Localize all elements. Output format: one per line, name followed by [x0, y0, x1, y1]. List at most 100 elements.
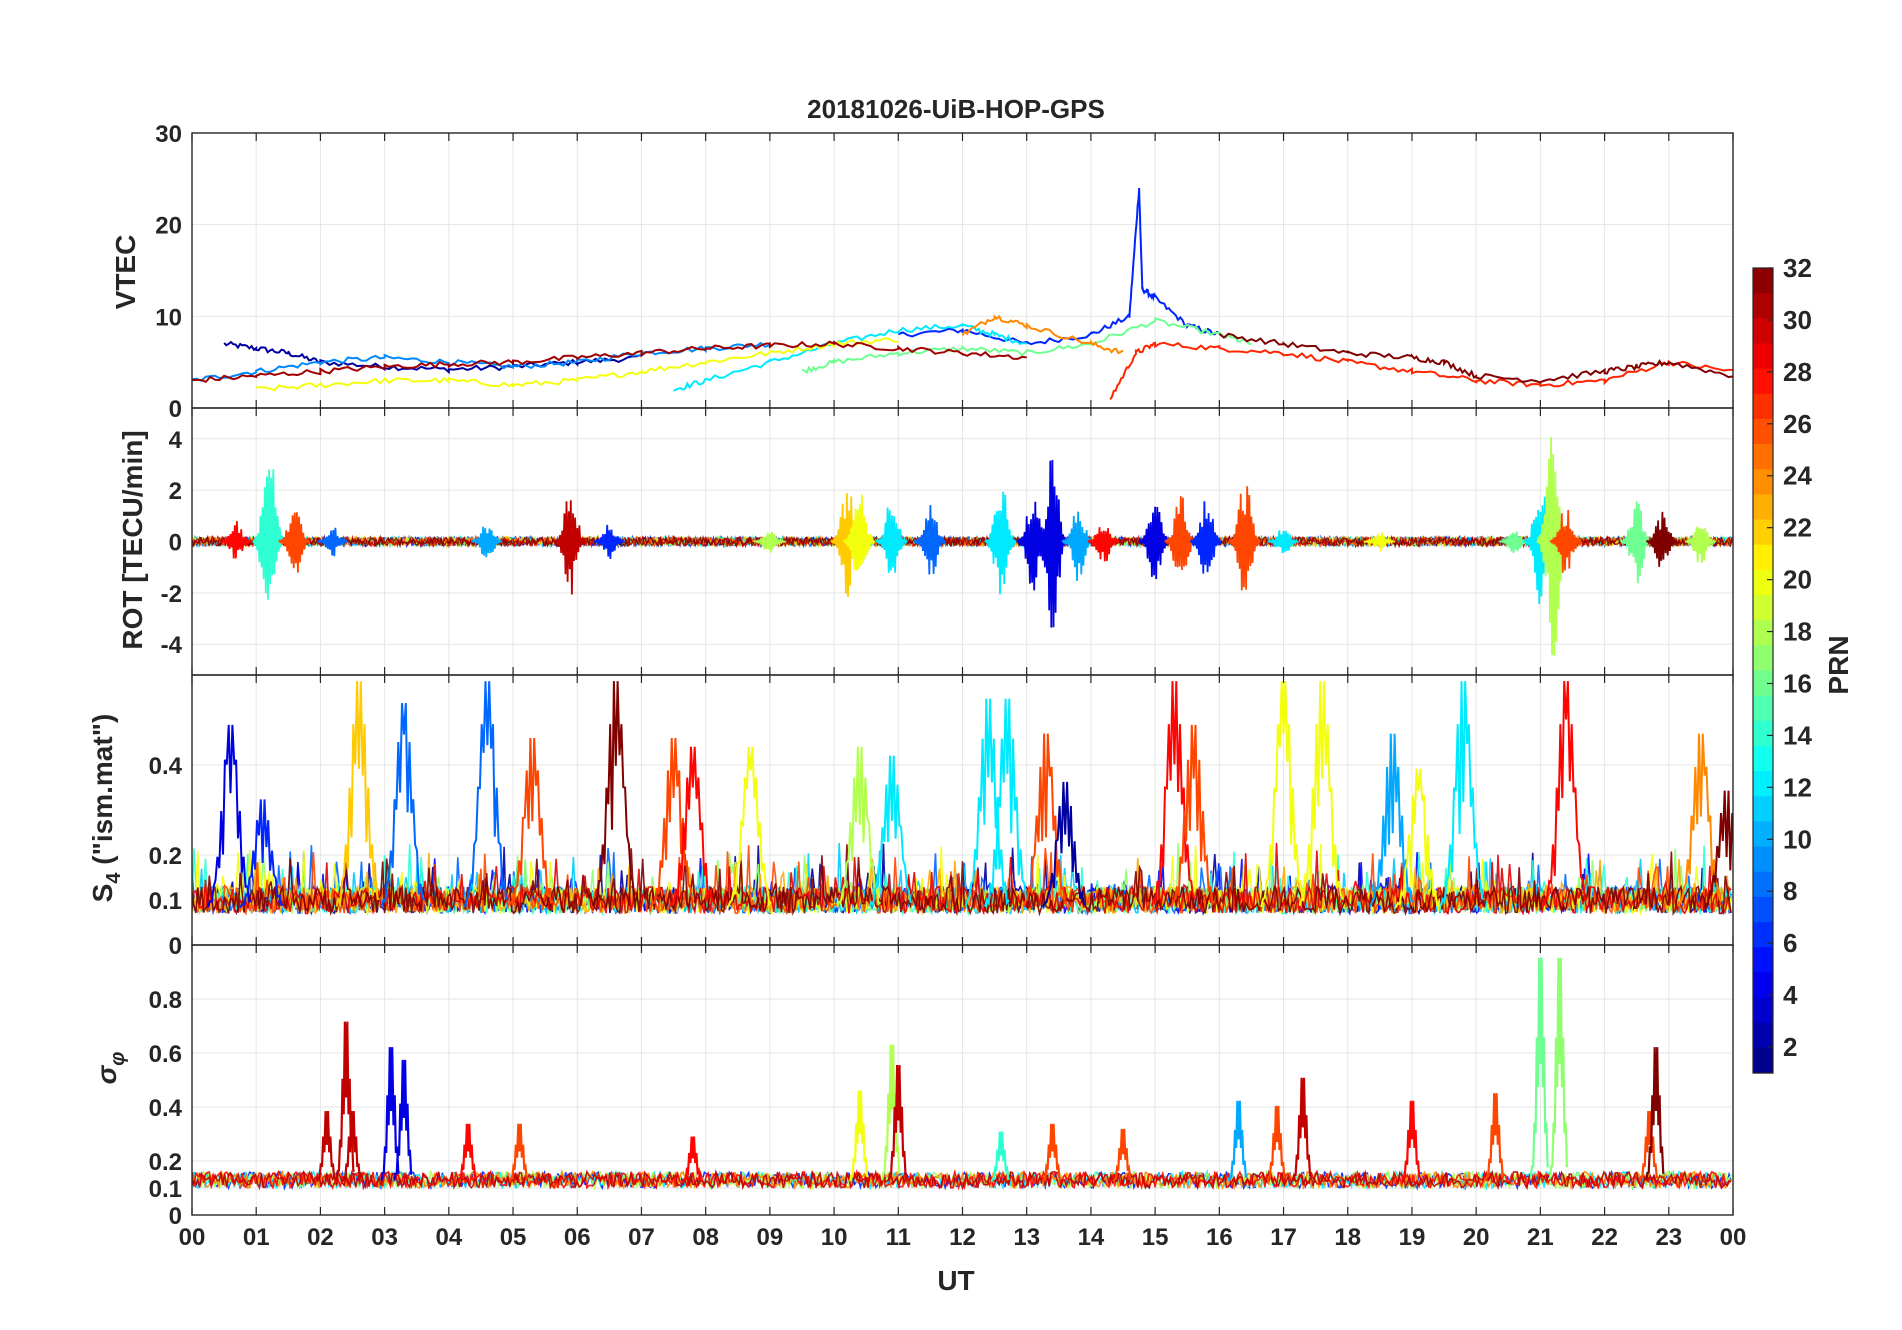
plot-area	[192, 187, 1733, 400]
colorbar-segment	[1753, 343, 1773, 370]
vtec-ylabel: VTEC	[110, 235, 141, 310]
rot-series-line	[192, 534, 1733, 549]
y-tick-label: 0.1	[149, 1176, 182, 1203]
x-tick-label: 02	[307, 1224, 334, 1251]
x-tick-label: 03	[371, 1224, 398, 1251]
s4-ylabel-rest: ("ism.mat")	[87, 714, 118, 873]
rot-burst	[470, 526, 503, 558]
colorbar-tick-label: 6	[1783, 928, 1797, 958]
s4-peak	[1260, 681, 1305, 908]
y-tick-label: 0	[169, 530, 182, 557]
rot-ylabel: ROT [TECU/min]	[117, 430, 148, 649]
s4-peak	[463, 681, 509, 907]
colorbar-segment	[1753, 720, 1773, 747]
s4-peak	[1041, 781, 1087, 908]
s4-peak	[868, 755, 913, 908]
x-axis-label: UT	[937, 1265, 974, 1296]
y-tick-label: 0.8	[149, 987, 182, 1014]
vtec-series-line	[801, 316, 1252, 375]
x-tick-label: 18	[1334, 1224, 1361, 1251]
rot-burst	[220, 521, 253, 559]
colorbar-segment	[1753, 444, 1773, 470]
colorbar-tick-label: 30	[1783, 305, 1812, 335]
sigma-peak	[1529, 957, 1550, 1180]
sigma-peak	[990, 1131, 1010, 1183]
sigma-peak	[1638, 1110, 1659, 1182]
sigma-peak	[1227, 1100, 1248, 1182]
x-tick-label: 19	[1399, 1224, 1426, 1251]
y-tick-label: -2	[161, 581, 182, 608]
y-tick-label: 0	[169, 396, 182, 423]
colorbar-segment	[1753, 1022, 1773, 1049]
colorbar-segment	[1753, 268, 1773, 294]
x-tick-label: 14	[1078, 1224, 1105, 1251]
rot-burst	[1138, 506, 1171, 580]
y-tick-label: 10	[155, 304, 182, 331]
colorbar-tick-label: 20	[1783, 565, 1812, 595]
sigma-peak	[881, 1044, 901, 1181]
s4-peak	[1703, 790, 1733, 909]
x-tick-label: 10	[821, 1224, 848, 1251]
s4-ylabel-main: S	[87, 884, 118, 903]
colorbar-tick-label: 32	[1783, 253, 1812, 283]
sigma-peak	[1645, 1047, 1665, 1181]
x-tick-label: 23	[1655, 1224, 1682, 1251]
colorbar-tick-label: 22	[1783, 513, 1812, 543]
rot-burst	[842, 494, 876, 571]
colorbar-segment	[1753, 595, 1773, 621]
colorbar-tick-label: 10	[1783, 824, 1812, 854]
x-tick-label: 17	[1270, 1224, 1297, 1251]
vtec-series-line	[192, 340, 1027, 383]
colorbar-tick-label: 24	[1783, 461, 1812, 491]
colorbar-segment	[1753, 544, 1773, 571]
colorbar-tick-label: 4	[1783, 980, 1798, 1010]
y-tick-label: 30	[155, 121, 182, 148]
rot-burst	[1363, 532, 1396, 552]
s4-panel: 0.1 0.2 0.4 0	[149, 674, 1734, 960]
y-tick-label: 0.6	[149, 1041, 182, 1068]
y-tick-label: 0.4	[149, 753, 183, 780]
s4-peak	[239, 799, 284, 909]
s4-series-line	[192, 844, 1732, 917]
x-tick-label: 07	[628, 1224, 655, 1251]
sigma-ylabel-main: σ	[91, 1064, 122, 1084]
rot-burst	[984, 491, 1017, 595]
s4-peak	[207, 724, 252, 908]
vtec-series-line	[1109, 341, 1733, 400]
colorbar-label: PRN	[1823, 635, 1854, 694]
colorbar-segment	[1753, 821, 1773, 848]
colorbar-segment	[1753, 922, 1773, 948]
s4-peak	[1298, 681, 1344, 907]
colorbar-tick-label: 26	[1783, 409, 1812, 439]
s4-peak	[650, 737, 695, 907]
s4-peak	[1677, 733, 1723, 907]
plot-area	[192, 957, 1732, 1192]
s4-peak	[1394, 768, 1440, 908]
colorbar-tick-label: 18	[1783, 617, 1812, 647]
s4-ylabel: S4 ("ism.mat")	[87, 714, 125, 903]
y-tick-label: 0.2	[149, 843, 182, 870]
vtec-series-line	[673, 322, 1027, 392]
y-tick-label: 2	[169, 478, 182, 505]
rot-burst	[1549, 509, 1582, 573]
s4-peak	[1022, 733, 1068, 907]
colorbar-segment	[1753, 771, 1773, 797]
x-tick-label: 13	[1013, 1224, 1040, 1251]
plot-area	[192, 681, 1733, 917]
sigma-peak	[457, 1123, 477, 1183]
rot-burst	[753, 531, 786, 553]
x-tick-label: 04	[435, 1224, 462, 1251]
colorbar-segment	[1753, 418, 1773, 445]
y-tick-label: 20	[155, 213, 182, 240]
x-tick-label: 08	[692, 1224, 719, 1251]
colorbar-segment	[1753, 972, 1773, 999]
colorbar-segment	[1753, 620, 1773, 646]
vtec-series-line	[961, 314, 1124, 355]
rot-panel: -4 -2 0 2 4	[161, 407, 1734, 676]
y-tick-label: 0.2	[149, 1149, 182, 1176]
rot-burst	[1684, 526, 1717, 564]
y-tick-label: 0.1	[149, 888, 182, 915]
rot-burst	[1164, 496, 1197, 571]
rot-burst	[278, 512, 311, 573]
